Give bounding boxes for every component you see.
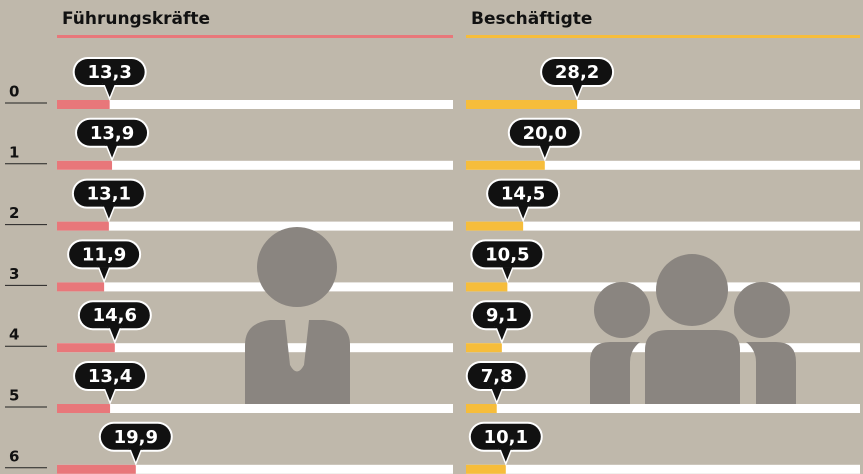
bar	[57, 282, 105, 292]
bubble	[77, 119, 148, 146]
panel-title: Führungskräfte	[62, 9, 210, 29]
category-label: 5	[9, 387, 19, 405]
category-label: 4	[9, 326, 19, 344]
value-bubble: 10,1	[468, 421, 543, 466]
legend-rule	[466, 35, 860, 38]
value-label: 20,0	[523, 123, 567, 144]
bubble-fill	[494, 323, 509, 329]
category-label: 0	[9, 83, 19, 101]
value-bubble: 11,9	[67, 239, 142, 284]
value-bubble: 13,3	[72, 57, 147, 102]
bubble-fill	[537, 140, 552, 146]
bar	[57, 343, 115, 353]
bar-track	[57, 221, 453, 231]
bar-track	[57, 404, 453, 413]
bubble-fill	[500, 262, 515, 268]
bubble	[509, 119, 580, 146]
bubble	[470, 423, 541, 450]
value-label: 13,1	[87, 184, 131, 205]
bubble-fill	[97, 262, 112, 268]
panel-title: Beschäftigte	[471, 9, 592, 29]
value-label: 19,9	[114, 427, 158, 448]
value-bubble: 13,1	[71, 178, 146, 223]
bar	[466, 160, 545, 170]
bubble	[74, 59, 145, 85]
bubble	[79, 302, 150, 329]
value-label: 13,9	[90, 123, 134, 144]
bar	[466, 221, 524, 231]
bar-track	[466, 100, 860, 109]
value-bubble: 13,9	[75, 117, 150, 162]
bar-track	[466, 160, 860, 170]
value-bubble: 10,5	[470, 239, 545, 284]
bar-track	[57, 282, 453, 292]
bar-track	[466, 464, 860, 474]
bar	[57, 404, 111, 413]
bubble-fill	[105, 140, 120, 146]
bubble	[472, 302, 531, 329]
bar	[57, 100, 110, 109]
bar	[466, 282, 508, 292]
category-label: 2	[9, 204, 19, 222]
team-icon	[590, 254, 796, 404]
value-label: 13,3	[87, 62, 131, 83]
bubble	[542, 59, 613, 85]
icons	[245, 227, 796, 404]
bar	[57, 221, 109, 231]
bubble	[488, 180, 559, 207]
value-bubble: 9,1	[470, 300, 533, 345]
value-label: 9,1	[486, 305, 518, 326]
bubble-fill	[128, 444, 143, 450]
bar-track	[466, 221, 860, 231]
category-label: 1	[9, 143, 19, 161]
value-label: 11,9	[82, 244, 126, 265]
bar	[466, 404, 497, 413]
legend-rule	[57, 35, 453, 38]
bubble-fill	[498, 444, 513, 450]
value-bubble: 28,2	[540, 57, 615, 102]
bubble	[467, 363, 526, 389]
bubble	[73, 180, 144, 207]
bubble-fill	[107, 323, 122, 329]
value-label: 7,8	[481, 366, 513, 387]
category-label: 6	[9, 447, 19, 465]
value-label: 10,5	[485, 244, 529, 265]
bar-track	[466, 404, 860, 413]
bubble-fill	[101, 201, 116, 207]
bubble-fill	[570, 80, 585, 85]
bar	[466, 343, 502, 353]
bubble-fill	[102, 80, 117, 85]
bubble	[100, 423, 171, 450]
bubble-fill	[516, 201, 531, 207]
bubble	[75, 363, 146, 389]
bar-track	[57, 100, 453, 109]
value-label: 10,1	[484, 427, 528, 448]
value-bubble: 20,0	[507, 117, 582, 162]
bubble-fill	[489, 384, 504, 389]
value-bubble: 13,4	[73, 361, 148, 406]
bar-track	[57, 464, 453, 474]
bar	[466, 464, 506, 474]
category-label: 3	[9, 265, 19, 283]
value-bubble: 7,8	[465, 361, 528, 406]
value-bubble: 19,9	[98, 421, 173, 466]
value-label: 14,6	[93, 305, 137, 326]
bar	[466, 100, 578, 109]
value-label: 13,4	[88, 366, 132, 387]
manager-icon	[245, 227, 350, 404]
bar	[57, 160, 113, 170]
value-bubble: 14,6	[77, 300, 152, 345]
value-label: 14,5	[501, 184, 545, 205]
bubble-fill	[103, 384, 118, 389]
value-bubble: 14,5	[486, 178, 561, 223]
bubble	[472, 241, 543, 268]
bar	[57, 464, 136, 474]
bubble	[69, 241, 140, 268]
bar-track	[57, 160, 453, 170]
value-label: 28,2	[555, 62, 599, 83]
